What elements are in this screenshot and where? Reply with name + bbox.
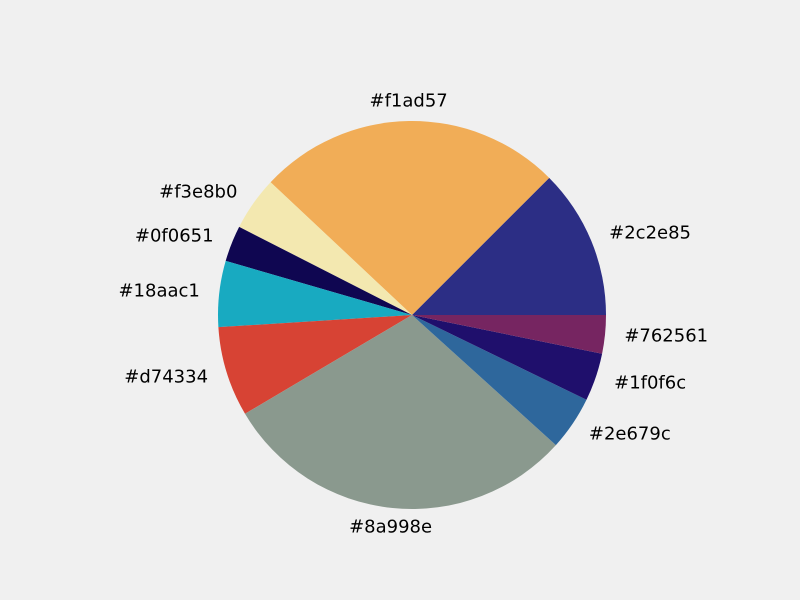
pie-labels: #2c2e85 #f1ad57 #f3e8b0 #0f0651 #18aac1 #d743… xyxy=(118,91,708,538)
pie-slice xyxy=(412,315,603,400)
pie-slice xyxy=(412,177,606,315)
pie-slice-label: #f1ad57 xyxy=(370,91,448,112)
pie-slice-label: #d74334 xyxy=(124,367,208,388)
pie-slice-label: #2c2e85 xyxy=(609,222,691,243)
pie-slice-label: #762561 xyxy=(624,325,708,346)
pie-slice-label: #f3e8b0 xyxy=(159,181,237,202)
pie-slice-label: #8a998e xyxy=(349,516,432,537)
pie-slice xyxy=(270,121,550,315)
pie-slice xyxy=(225,226,412,315)
pie-slice xyxy=(412,315,587,446)
pie-slice-label: #2e679c xyxy=(589,423,671,444)
pie-slices xyxy=(218,121,606,509)
pie-slice xyxy=(245,315,556,509)
pie-slice-label: #1f0f6c xyxy=(614,372,686,393)
pie-slice xyxy=(218,315,412,414)
pie-slice xyxy=(239,182,412,315)
pie-slice-label: #18aac1 xyxy=(118,281,199,302)
pie-slice xyxy=(412,315,606,354)
pie-slice-label: #0f0651 xyxy=(135,225,214,246)
pie-slice xyxy=(218,260,412,328)
